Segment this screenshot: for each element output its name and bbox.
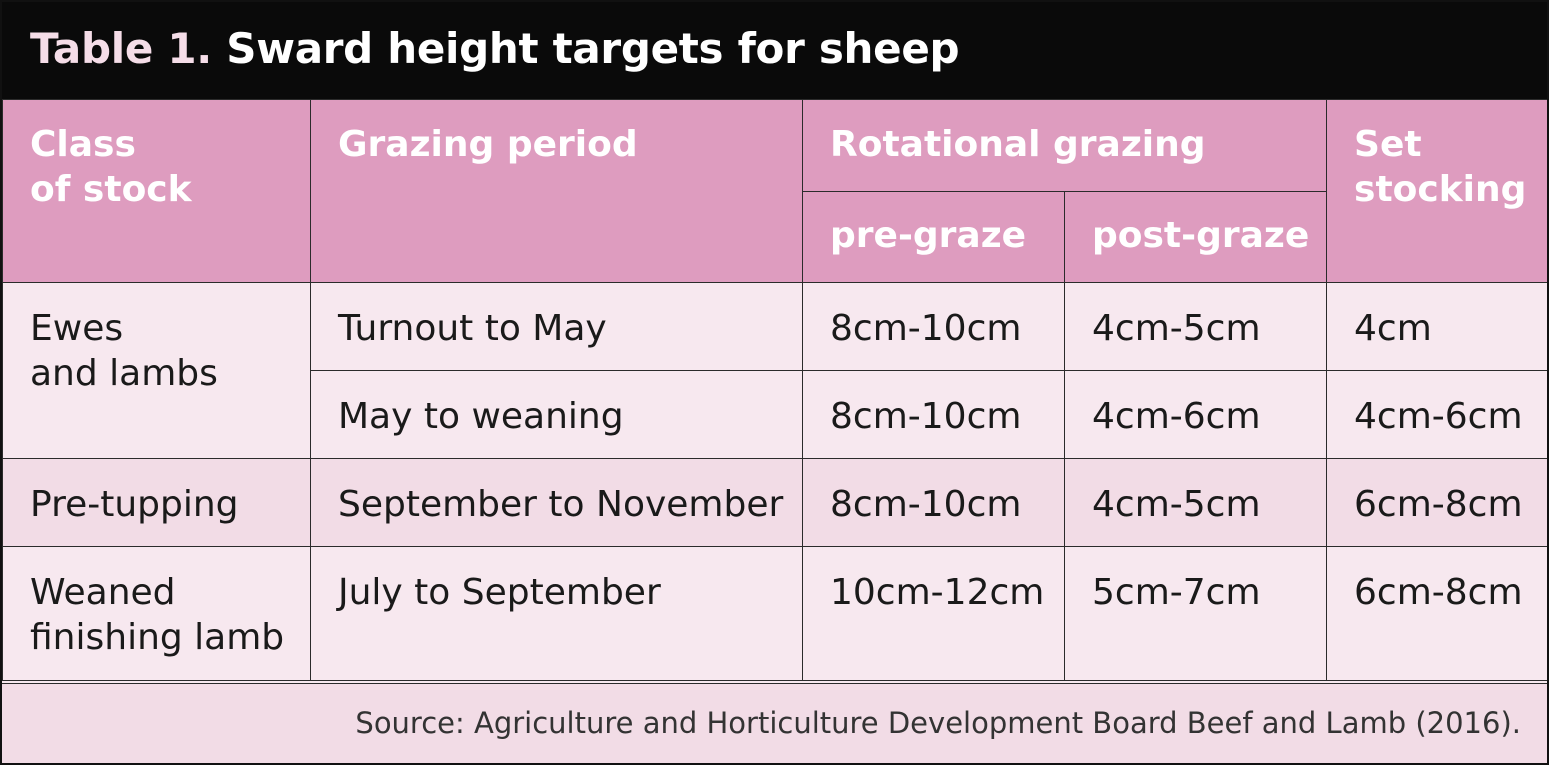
cell-set-stocking: 4cm-6cm xyxy=(1326,370,1547,459)
cell-class-of-stock: Ewes and lambs xyxy=(2,282,311,459)
header-grazing-period: Grazing period xyxy=(310,99,803,283)
cell-grazing-period: September to November xyxy=(310,458,803,547)
class-line-2: and lambs xyxy=(30,353,218,394)
table-row: Pre-tupping September to November 8cm-10… xyxy=(2,458,1547,547)
header-row-sub: pre-graze post-graze xyxy=(3,191,1548,283)
cell-post-graze: 4cm-5cm xyxy=(1063,282,1328,371)
cell-pre-graze: 8cm-10cm xyxy=(802,282,1065,371)
header-pre-graze: pre-graze xyxy=(802,191,1065,283)
cell-set-stocking: 6cm-8cm xyxy=(1326,458,1547,547)
cell-class-of-stock: Pre-tupping xyxy=(2,458,311,547)
table-number: Table 1. xyxy=(30,24,212,73)
source-note: Source: Agriculture and Horticulture Dev… xyxy=(355,706,1521,740)
header-row-main: Class of stock Grazing period Rotational… xyxy=(2,99,1547,283)
source-footer: Source: Agriculture and Horticulture Dev… xyxy=(2,683,1547,763)
class-line-2: finishing lamb xyxy=(30,617,285,658)
cell-grazing-period: July to September xyxy=(310,546,803,681)
cell-post-graze: 5cm-7cm xyxy=(1063,546,1328,681)
class-line-1: Ewes xyxy=(30,308,124,349)
table-title-text: Sward height targets for sheep xyxy=(226,24,960,73)
cell-post-graze: 4cm-5cm xyxy=(1063,458,1328,547)
table-row: Weaned finishing lamb July to September … xyxy=(2,546,1547,681)
header-set-line-2: stocking xyxy=(1354,169,1527,210)
cell-pre-graze: 8cm-10cm xyxy=(802,370,1065,459)
cell-set-stocking: 4cm xyxy=(1326,282,1547,371)
class-line-1: Weaned xyxy=(30,572,176,613)
table-row: May to weaning 8cm-10cm 4cm-6cm 4cm-6cm xyxy=(3,370,1547,459)
cell-pre-graze: 8cm-10cm xyxy=(802,458,1065,547)
header-class-of-stock: Class of stock xyxy=(2,99,311,283)
cell-class-of-stock: Weaned finishing lamb xyxy=(2,546,311,681)
table-title: Table 1. Sward height targets for sheep xyxy=(30,24,960,73)
sward-height-table: Class of stock Grazing period Rotational… xyxy=(2,99,1548,681)
cell-grazing-period: Turnout to May xyxy=(310,282,803,371)
header-rotational-grazing: Rotational grazing xyxy=(801,99,1328,192)
cell-pre-graze: 10cm-12cm xyxy=(802,546,1065,681)
title-bar: Table 1. Sward height targets for sheep xyxy=(2,2,1547,99)
table-row: Ewes and lambs Turnout to May 8cm-10cm 4… xyxy=(2,282,1547,459)
header-set-line-1: Set xyxy=(1354,124,1422,165)
header-post-graze: post-graze xyxy=(1063,191,1328,283)
header-class-line-2: of stock xyxy=(30,169,192,210)
cell-set-stocking: 6cm-8cm xyxy=(1326,546,1547,681)
header-class-line-1: Class xyxy=(30,124,136,165)
header-set-stocking: Set stocking xyxy=(1326,99,1547,283)
cell-post-graze: 4cm-6cm xyxy=(1063,370,1328,459)
cell-grazing-period: May to weaning xyxy=(310,370,803,459)
